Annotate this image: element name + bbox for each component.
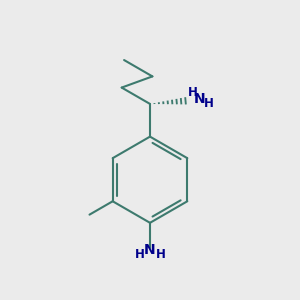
Text: H: H: [155, 248, 165, 261]
Text: H: H: [188, 85, 197, 99]
Text: N: N: [194, 92, 205, 106]
Text: N: N: [144, 243, 156, 256]
Text: H: H: [135, 248, 145, 261]
Text: H: H: [203, 97, 213, 110]
